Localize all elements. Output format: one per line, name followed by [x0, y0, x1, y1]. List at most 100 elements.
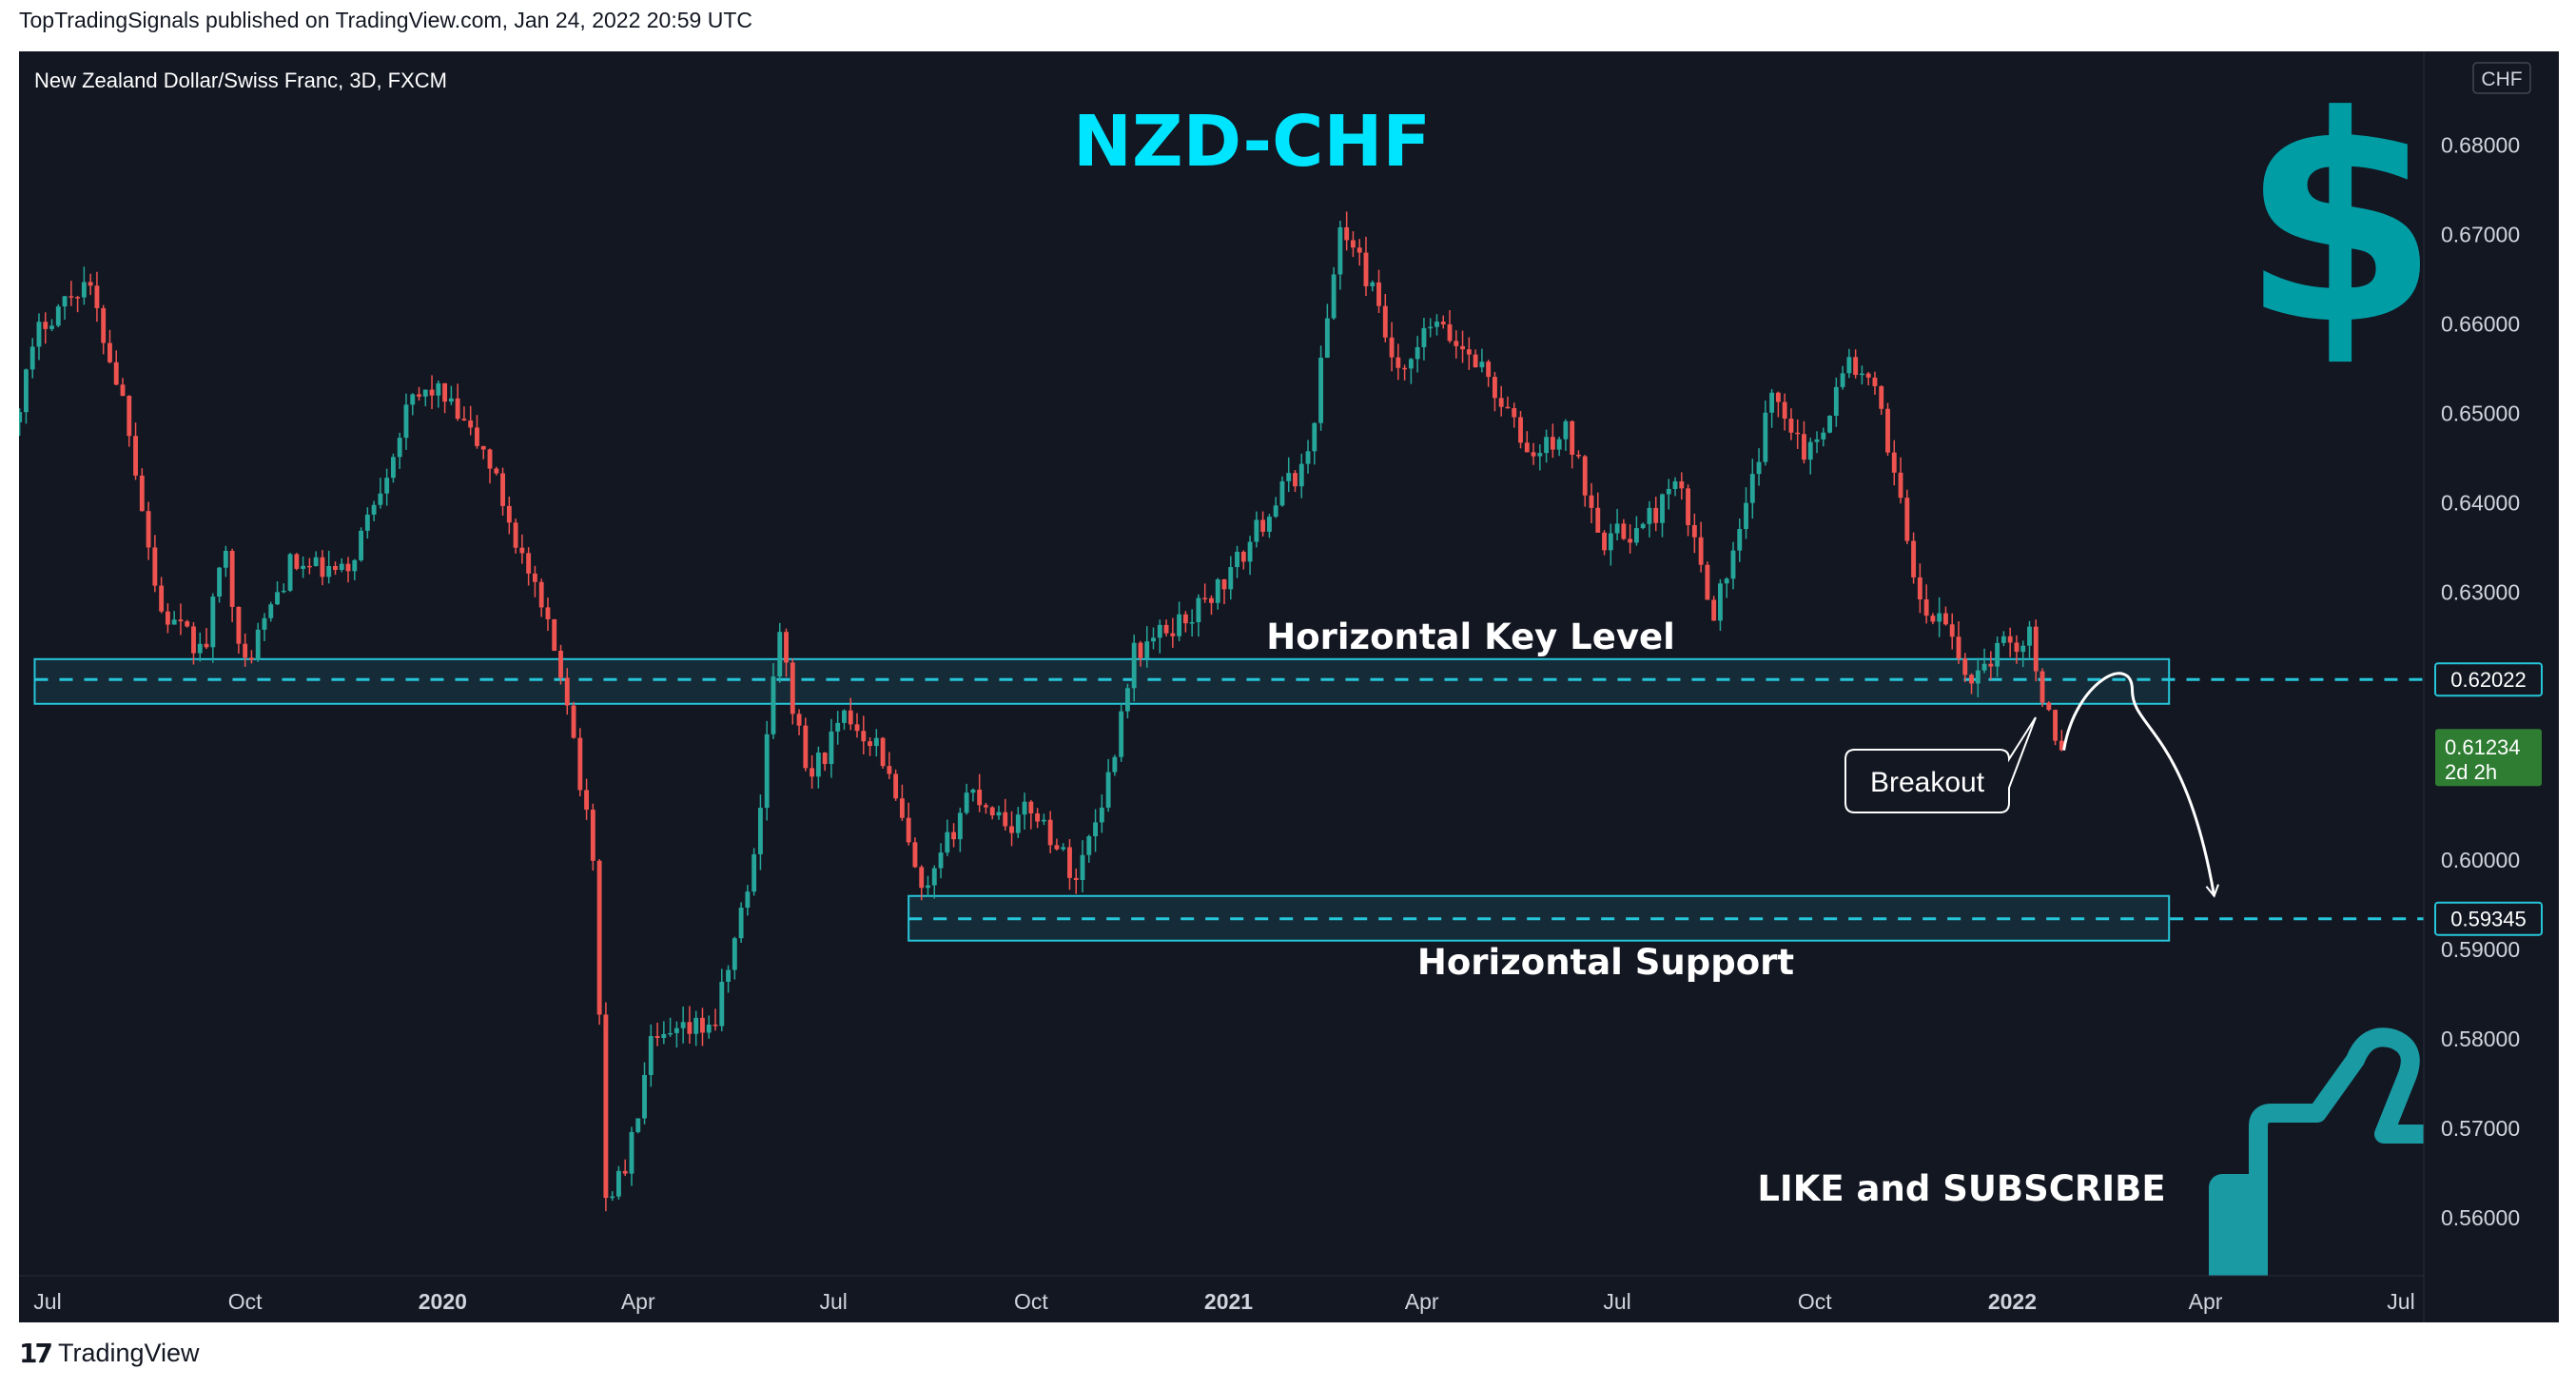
candle — [19, 408, 23, 437]
candle — [1363, 236, 1369, 297]
candle — [281, 583, 286, 594]
candle — [1093, 809, 1098, 852]
candle — [422, 389, 428, 407]
candle — [1917, 563, 1922, 614]
candle — [1698, 521, 1704, 573]
candle — [1331, 266, 1337, 321]
candle — [642, 1062, 647, 1125]
candle — [1421, 318, 1427, 361]
candle — [712, 1008, 718, 1031]
candle — [1196, 594, 1201, 637]
candle — [1744, 487, 1748, 539]
candle — [75, 296, 81, 313]
candle — [815, 746, 821, 789]
candle — [1144, 626, 1150, 668]
candle — [197, 632, 203, 662]
candle — [1124, 683, 1130, 719]
x-tick-label: Oct — [228, 1289, 263, 1314]
x-axis-panel[interactable] — [19, 1276, 2559, 1322]
candle — [1447, 310, 1453, 343]
y-tick-label: 0.58000 — [2441, 1027, 2520, 1051]
candle — [1691, 513, 1697, 554]
candle — [2059, 730, 2064, 752]
candle — [442, 382, 448, 414]
footer-brand[interactable]: 𝟭𝟳 TradingView — [19, 1338, 200, 1369]
x-tick-label: Jul — [1603, 1289, 1630, 1314]
candle — [603, 1002, 609, 1212]
level-price-tag-0: 0.62022 — [2434, 662, 2543, 697]
candle — [1556, 437, 1562, 457]
candle — [1865, 371, 1871, 386]
candle — [810, 754, 815, 789]
candle — [494, 466, 499, 476]
candle — [236, 606, 242, 655]
candle — [378, 478, 383, 509]
candle — [796, 709, 802, 735]
candle — [538, 578, 544, 617]
candle — [249, 650, 254, 664]
level-zone-0[interactable] — [33, 657, 2171, 705]
candle — [706, 1015, 712, 1039]
candle — [1679, 472, 1685, 500]
svg-text:$: $ — [2241, 55, 2440, 387]
candle — [1492, 371, 1497, 412]
chart-panel[interactable]: NZD-CHF New Zealand Dollar/Swiss Franc, … — [19, 51, 2559, 1322]
candle — [2053, 709, 2059, 746]
candle — [43, 312, 49, 344]
x-tick-label: Apr — [1405, 1289, 1439, 1314]
candle — [1163, 619, 1169, 636]
candle — [1235, 545, 1239, 578]
x-tick-label: Jul — [819, 1289, 847, 1314]
candle — [107, 329, 112, 364]
candle — [2033, 619, 2039, 682]
candle — [519, 534, 525, 564]
candle — [255, 622, 261, 662]
x-tick-label: Apr — [2189, 1289, 2223, 1314]
candle — [243, 633, 248, 667]
candle — [673, 1021, 679, 1048]
breakout-callout-box — [1844, 716, 2037, 813]
candle — [1737, 518, 1743, 562]
candle — [1672, 477, 1678, 497]
candle — [1904, 489, 1910, 544]
y-tick-label: 0.65000 — [2441, 401, 2520, 425]
candle — [1138, 640, 1143, 667]
x-tick-label: Oct — [1798, 1289, 1832, 1314]
candle — [1202, 583, 1208, 603]
candle — [1763, 401, 1768, 466]
candle — [1157, 619, 1162, 654]
candle — [751, 848, 757, 896]
last-price-value: 0.61234 — [2445, 735, 2521, 759]
candle — [938, 843, 944, 879]
candle — [1189, 609, 1195, 637]
candle — [893, 769, 899, 801]
candle — [1807, 438, 1813, 475]
candle — [55, 303, 61, 328]
x-tick-label: 2022 — [1988, 1289, 2037, 1314]
candle — [829, 718, 834, 778]
candle — [1389, 322, 1395, 372]
candle — [977, 773, 983, 812]
candle — [1833, 377, 1839, 427]
candle — [996, 805, 1002, 820]
candle — [1872, 371, 1878, 395]
candle — [1666, 479, 1671, 510]
x-tick-label: Jul — [33, 1289, 61, 1314]
candle — [1182, 611, 1188, 633]
candle — [1221, 578, 1227, 605]
candle — [880, 736, 886, 769]
candle — [217, 566, 223, 603]
candle — [352, 558, 358, 580]
price-chart[interactable]: NZD-CHF New Zealand Dollar/Swiss Franc, … — [19, 51, 2559, 1322]
candle — [417, 386, 421, 401]
candle — [552, 618, 557, 652]
candle — [1589, 482, 1594, 524]
candle — [906, 802, 911, 846]
candle — [1080, 840, 1085, 892]
candle — [1344, 211, 1350, 251]
candle — [719, 968, 725, 1031]
candle — [970, 788, 976, 802]
candle — [1324, 303, 1330, 359]
candle — [487, 448, 493, 484]
candle — [1686, 484, 1691, 537]
